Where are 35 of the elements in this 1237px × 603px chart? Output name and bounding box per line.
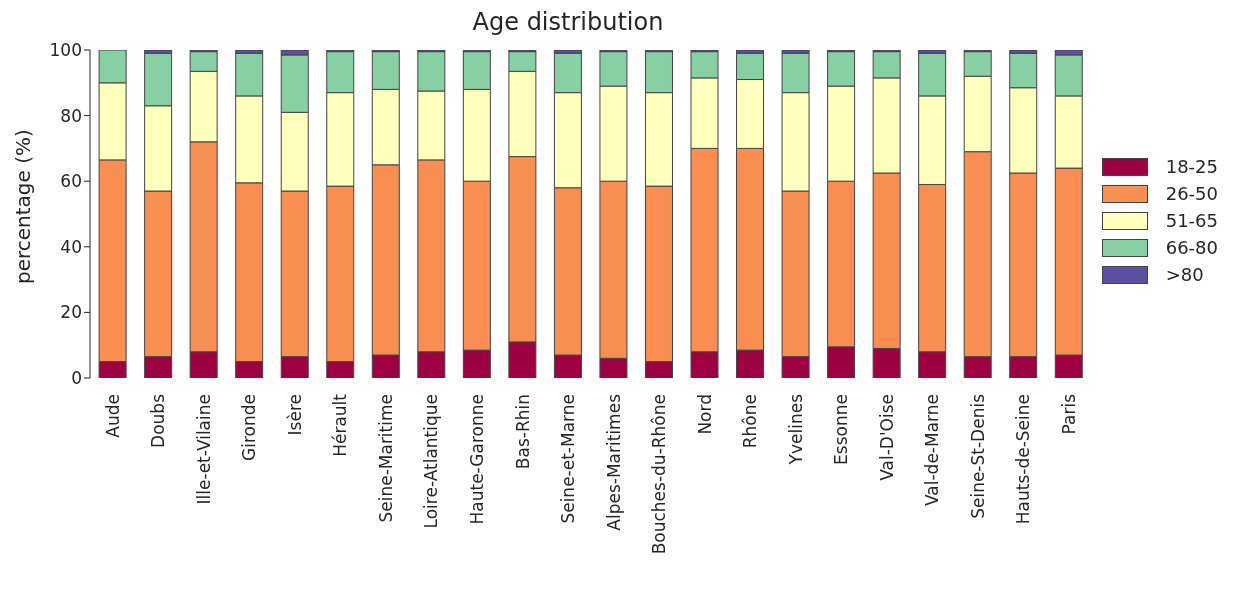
y-tick-label: 0 <box>71 368 82 389</box>
legend-label: 18-25 <box>1164 156 1218 177</box>
x-tick-label: Seine-et-Marne <box>558 394 579 524</box>
legend-label: 66-80 <box>1164 237 1218 258</box>
y-axis-title: percentage (%) <box>11 129 36 284</box>
x-tick-label: Val-D'Oise <box>876 394 897 481</box>
x-tick-label: Essonne <box>831 394 852 465</box>
x-tick-label: Hérault <box>330 393 351 457</box>
x-tick-label: Val-de-Marne <box>922 394 943 506</box>
x-tick-label: Ille-et-Vilaine <box>193 394 214 505</box>
legend-label: >80 <box>1164 264 1205 285</box>
x-tick-label: Aude <box>102 394 123 438</box>
legend-label: 26-50 <box>1164 183 1218 204</box>
x-tick-label: Loire-Atlantique <box>421 394 442 529</box>
chart-title: Age distribution <box>471 8 665 36</box>
x-tick-label: Yvelines <box>785 393 806 466</box>
y-tick-label: 60 <box>60 171 82 192</box>
x-tick-label: Nord <box>694 394 715 435</box>
y-tick-label: 100 <box>49 40 82 61</box>
x-tick-label: Alpes-Maritimes <box>603 393 624 531</box>
x-tick-label: Seine-Maritime <box>375 394 396 523</box>
legend-label: 51-65 <box>1164 210 1218 231</box>
x-tick-label: Paris <box>1058 393 1079 435</box>
x-tick-label: Doubs <box>148 393 169 448</box>
x-tick-label: Rhône <box>740 394 761 449</box>
y-tick-label: 80 <box>60 105 82 126</box>
y-tick-label: 40 <box>60 236 82 257</box>
x-tick-label: Isère <box>284 394 305 436</box>
x-tick-label: Seine-St-Denis <box>967 393 988 519</box>
x-tick-label: Gironde <box>239 394 260 461</box>
x-tick-label: Bas-Rhin <box>512 394 533 470</box>
y-tick-label: 20 <box>60 302 82 323</box>
x-tick-label: Hauts-de-Seine <box>1013 394 1034 525</box>
x-tick-label: Haute-Garonne <box>467 394 488 525</box>
x-tick-label: Bouches-du-Rhône <box>649 394 670 555</box>
